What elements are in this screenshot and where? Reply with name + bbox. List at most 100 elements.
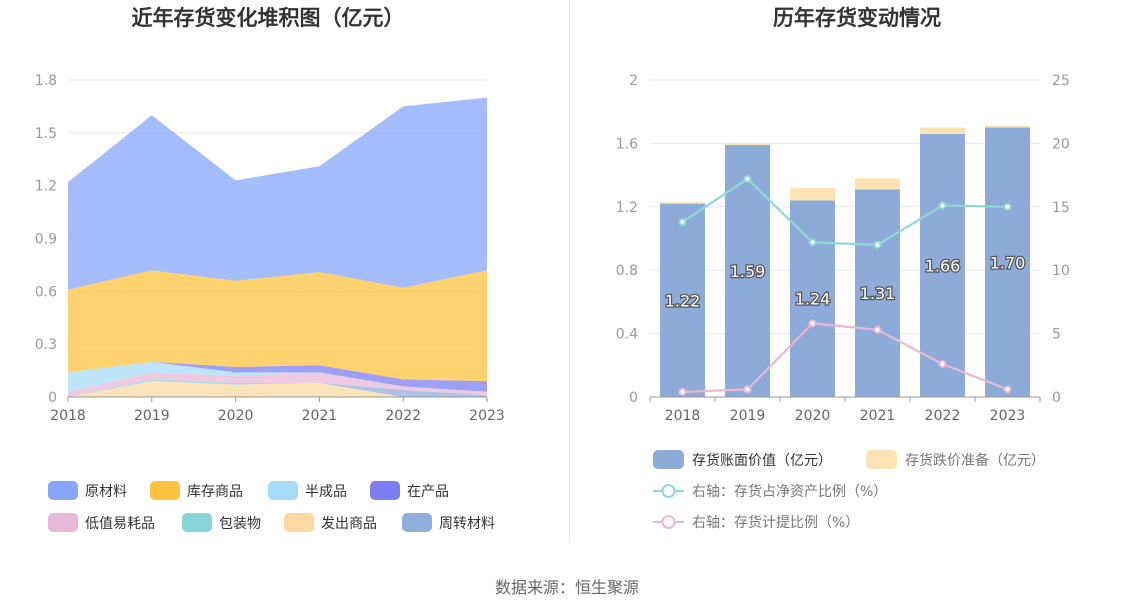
legend-swatch-发出商品 xyxy=(284,513,314,532)
legend-label-book-value: 存货账面价值（亿元） xyxy=(692,452,832,469)
left-y-tick: 0.3 xyxy=(35,337,57,353)
bar-存货账面价值（亿元）-2020 xyxy=(790,200,835,397)
right-x-tick: 2021 xyxy=(860,408,896,424)
point-右轴：存货计提比例（%） xyxy=(743,385,752,394)
right-y2-tick: 25 xyxy=(1052,73,1070,89)
left-y-tick: 0.6 xyxy=(35,284,57,300)
bar-存货跌价准备（亿元）-2023 xyxy=(985,125,1030,128)
right-y-tick: 1.2 xyxy=(616,200,638,216)
area-周转材料 xyxy=(68,379,487,397)
left-y-tick: 0 xyxy=(48,390,57,406)
left-x-tick: 2020 xyxy=(218,408,254,424)
legend-label-半成品: 半成品 xyxy=(305,484,347,500)
legend-label-库存商品: 库存商品 xyxy=(187,484,243,500)
right-y-tick: 0.8 xyxy=(616,263,638,279)
legend-swatch-impairment xyxy=(866,450,897,469)
bar-存货账面价值（亿元）-2021 xyxy=(855,189,900,397)
point-右轴：存货占净资产比例（%） xyxy=(938,201,947,210)
legend-swatch-周转材料 xyxy=(402,513,432,532)
area-原材料 xyxy=(68,97,487,290)
point-右轴：存货计提比例（%） xyxy=(808,319,817,328)
point-右轴：存货计提比例（%） xyxy=(1003,385,1012,394)
legend-label-发出商品: 发出商品 xyxy=(321,516,377,532)
right-y2-tick: 15 xyxy=(1052,200,1070,216)
right-y-tick: 2 xyxy=(629,73,638,89)
legend-label-原材料: 原材料 xyxy=(85,484,127,500)
left-y-tick: 1.2 xyxy=(35,179,57,195)
right-y-tick: 0 xyxy=(629,390,638,406)
legend-swatch-半成品 xyxy=(268,481,298,500)
charts-canvas: 近年存货变化堆积图（亿元） 0 0.3 0.6 0.9 1.2 1.5 1.8 2018 2019… xyxy=(35,6,1070,532)
bar-存货账面价值（亿元）-2018 xyxy=(660,203,705,397)
line-右轴：存货计提比例（%） xyxy=(682,322,1008,394)
point-右轴：存货占净资产比例（%） xyxy=(678,218,687,227)
left-x-tick: 2018 xyxy=(50,408,86,424)
right-chart-title: 历年存货变动情况 xyxy=(773,6,941,30)
legend-label-impairment: 存货跌价准备（亿元） xyxy=(905,452,1045,469)
legend-label-包装物: 包装物 xyxy=(219,516,261,532)
right-y2-tick: 0 xyxy=(1052,390,1061,406)
right-y-tick: 0.4 xyxy=(616,327,638,343)
point-右轴：存货计提比例（%） xyxy=(678,387,687,396)
bar-存货跌价准备（亿元）-2019 xyxy=(725,143,770,145)
bar-存货跌价准备（亿元）-2020 xyxy=(790,187,835,201)
right-y2-tick: 20 xyxy=(1052,136,1070,152)
point-右轴：存货占净资产比例（%） xyxy=(1003,202,1012,211)
bar-value-label: 1.22 xyxy=(665,291,701,310)
right-x-tick: 2020 xyxy=(795,408,831,424)
stacked-area-chart: 近年存货变化堆积图（亿元） 0 0.3 0.6 0.9 1.2 1.5 1.8 2018 2019… xyxy=(35,6,505,532)
right-x-tick: 2022 xyxy=(925,408,961,424)
bar-value-label: 1.24 xyxy=(795,290,831,309)
legend-label-周转材料: 周转材料 xyxy=(439,516,495,532)
bar-value-label: 1.66 xyxy=(925,256,961,275)
point-右轴：存货占净资产比例（%） xyxy=(743,174,752,183)
right-y-tick: 1.6 xyxy=(616,136,638,152)
left-y-tick: 1.5 xyxy=(35,126,57,142)
legend-swatch-低值易耗品 xyxy=(48,513,78,532)
bar-value-label: 1.59 xyxy=(730,262,766,281)
bar-存货账面价值（亿元）-2022 xyxy=(920,133,965,397)
bar-value-label: 1.31 xyxy=(860,284,896,303)
legend-marker-右轴：存货计提比例（%） xyxy=(661,515,676,529)
point-右轴：存货占净资产比例（%） xyxy=(873,240,882,249)
left-x-tick: 2022 xyxy=(385,408,421,424)
legend-label-低值易耗品: 低值易耗品 xyxy=(85,516,155,532)
legend-label-右轴：存货占净资产比例（%）: 右轴：存货占净资产比例（%） xyxy=(692,483,887,500)
bar-存货跌价准备（亿元）-2022 xyxy=(920,127,965,134)
bar-存货账面价值（亿元）-2019 xyxy=(725,144,770,397)
legend-label-右轴：存货计提比例（%）: 右轴：存货计提比例（%） xyxy=(692,514,859,531)
area-发出商品 xyxy=(68,381,487,397)
legend-marker-右轴：存货占净资产比例（%） xyxy=(661,484,676,498)
legend-swatch-book-value xyxy=(653,450,684,469)
left-y-tick: 0.9 xyxy=(35,232,57,248)
right-y2-tick: 10 xyxy=(1052,263,1070,279)
bar-存货跌价准备（亿元）-2021 xyxy=(855,178,900,190)
left-x-tick: 2021 xyxy=(302,408,338,424)
legend-swatch-原材料 xyxy=(48,481,78,500)
data-source: 数据来源：恒生聚源 xyxy=(494,578,639,597)
area-半成品 xyxy=(68,361,487,392)
line-右轴：存货占净资产比例（%） xyxy=(681,177,1008,246)
legend-swatch-包装物 xyxy=(182,513,212,532)
left-chart-title: 近年存货变化堆积图（亿元） xyxy=(132,6,405,30)
legend-swatch-库存商品 xyxy=(150,481,180,500)
left-y-tick: 1.8 xyxy=(35,73,57,89)
left-x-tick: 2019 xyxy=(134,408,170,424)
point-右轴：存货计提比例（%） xyxy=(873,325,882,334)
area-低值易耗品 xyxy=(68,372,487,397)
point-右轴：存货计提比例（%） xyxy=(938,360,947,369)
right-x-tick: 2019 xyxy=(730,408,766,424)
point-右轴：存货占净资产比例（%） xyxy=(808,238,817,247)
legend-swatch-在产品 xyxy=(370,481,400,500)
bar-line-chart: 历年存货变动情况00.40.81.21.6205101520251.221.59… xyxy=(616,6,1070,531)
right-x-tick: 2018 xyxy=(665,408,701,424)
area-库存商品 xyxy=(68,270,487,382)
area-在产品 xyxy=(68,361,487,392)
right-y2-tick: 5 xyxy=(1052,327,1061,343)
bar-存货跌价准备（亿元）-2018 xyxy=(660,202,705,204)
bar-存货账面价值（亿元）-2023 xyxy=(985,127,1030,398)
right-x-tick: 2023 xyxy=(990,408,1026,424)
bar-value-label: 1.70 xyxy=(990,253,1026,272)
panel-divider xyxy=(569,0,570,542)
